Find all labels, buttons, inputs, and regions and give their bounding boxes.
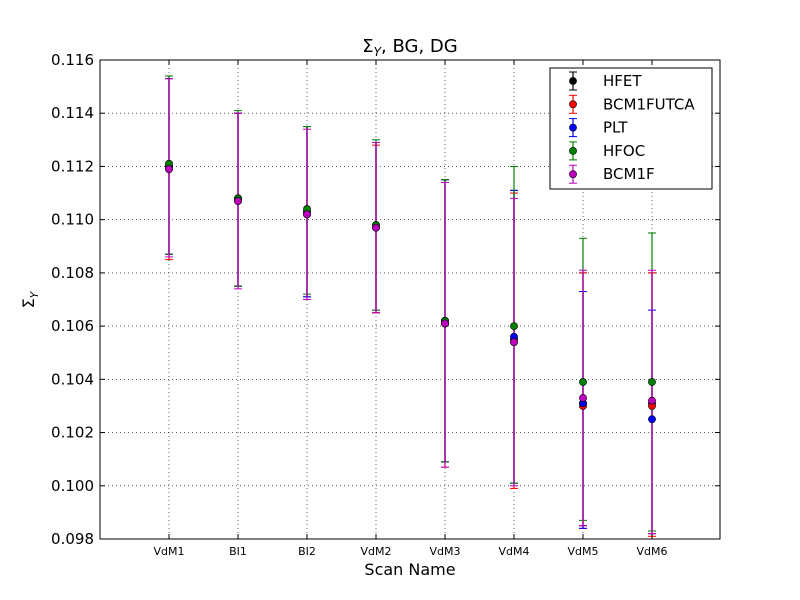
y-tick-label: 0.100 [51, 477, 94, 495]
legend-marker [569, 123, 577, 132]
legend-label: BCM1F [603, 165, 655, 183]
axis-ticks [100, 59, 720, 540]
chart-title: ΣY, BG, DG [362, 36, 457, 59]
legend-box [549, 67, 713, 190]
y-tick-label: 0.102 [51, 424, 94, 442]
data-point [303, 210, 311, 219]
y-tick-label: 0.098 [51, 530, 94, 548]
x-tick-label: VdM1 [154, 545, 185, 558]
data-point [441, 319, 449, 328]
data-point [648, 396, 656, 405]
legend-marker [569, 100, 577, 109]
data-point [648, 378, 656, 386]
y-tick-label: 0.114 [51, 104, 94, 122]
data-point [372, 223, 380, 232]
y-axis-label: ΣY [19, 290, 41, 308]
x-axis-label: Scan Name [364, 560, 455, 579]
x-tick-label: VdM3 [430, 545, 461, 558]
legend-label: HFOC [603, 142, 645, 160]
data-point [510, 338, 518, 346]
data-point [579, 394, 587, 402]
data-point [165, 165, 173, 174]
x-tick-label: VdM4 [499, 545, 530, 558]
y-tick-label: 0.108 [51, 264, 94, 282]
legend-label: PLT [603, 119, 628, 137]
legend-marker [569, 77, 577, 85]
legend-label: HFET [603, 72, 642, 90]
y-tick-label: 0.116 [51, 51, 94, 69]
plot-area-frame [99, 59, 721, 540]
data-point [579, 378, 587, 386]
y-tick-label: 0.104 [51, 370, 94, 388]
x-tick-label: VdM5 [568, 545, 599, 558]
y-tick-label: 0.106 [51, 317, 94, 335]
x-tick-label: BI1 [229, 545, 247, 558]
legend-marker [569, 170, 577, 179]
x-tick-label: BI2 [298, 545, 316, 558]
x-tick-label: VdM2 [361, 545, 392, 558]
data-point [648, 415, 656, 424]
data-point [234, 197, 242, 205]
data-points [165, 159, 656, 424]
legend-marker [569, 146, 577, 155]
x-tick-label: VdM6 [637, 545, 668, 558]
data-point [510, 322, 518, 331]
y-tick-label: 0.110 [51, 211, 94, 229]
legend-label: BCM1FUTCA [603, 95, 695, 113]
legend: HFET BCM1FUTCA PLT HFOC BCM1F [549, 67, 713, 190]
y-tick-label: 0.112 [51, 157, 94, 175]
